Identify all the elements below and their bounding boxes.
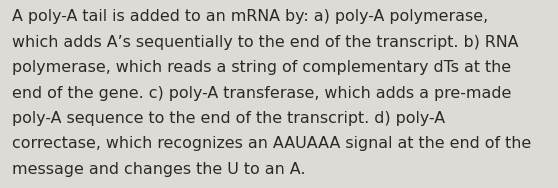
Text: poly-A sequence to the end of the transcript. d) poly-A: poly-A sequence to the end of the transc…: [12, 111, 445, 126]
Text: which adds A’s sequentially to the end of the transcript. b) RNA: which adds A’s sequentially to the end o…: [12, 35, 519, 50]
Text: message and changes the U to an A.: message and changes the U to an A.: [12, 162, 306, 177]
Text: correctase, which recognizes an AAUAAA signal at the end of the: correctase, which recognizes an AAUAAA s…: [12, 136, 532, 151]
Text: polymerase, which reads a string of complementary dTs at the: polymerase, which reads a string of comp…: [12, 60, 511, 75]
Text: A poly-A tail is added to an mRNA by: a) poly-A polymerase,: A poly-A tail is added to an mRNA by: a)…: [12, 9, 488, 24]
Text: end of the gene. c) poly-A transferase, which adds a pre-made: end of the gene. c) poly-A transferase, …: [12, 86, 512, 101]
